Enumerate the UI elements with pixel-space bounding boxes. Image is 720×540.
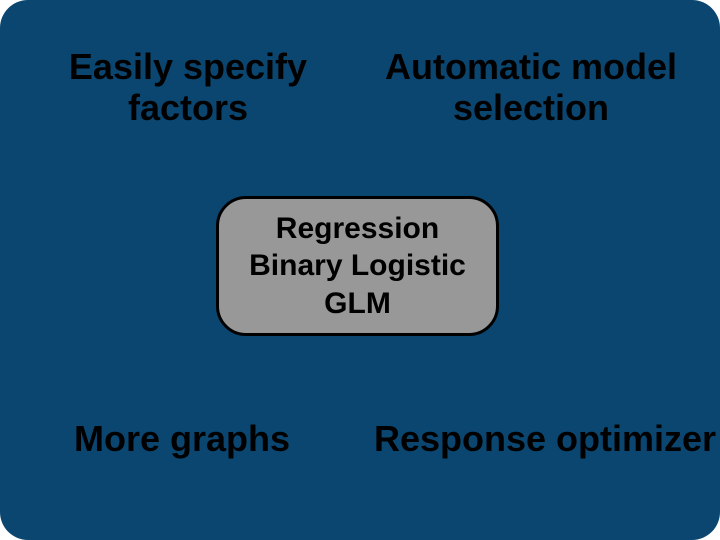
label-bottom-right: Response optimizer — [360, 418, 720, 459]
center-box: Regression Binary Logistic GLM — [216, 196, 499, 336]
label-bottom-left: More graphs — [32, 418, 332, 459]
label-top-right: Automatic model selection — [356, 46, 706, 129]
label-top-left: Easily specify factors — [38, 46, 338, 129]
slide: Easily specify factors Automatic model s… — [0, 0, 720, 540]
center-box-text: Regression Binary Logistic GLM — [249, 210, 466, 323]
